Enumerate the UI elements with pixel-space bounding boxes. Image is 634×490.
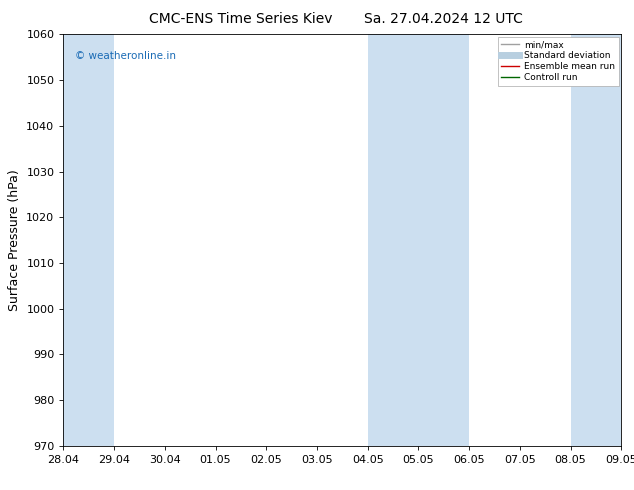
Bar	[571, 34, 634, 446]
Bar	[418, 34, 469, 446]
Bar	[63, 34, 114, 446]
Bar	[368, 34, 418, 446]
Text: Sa. 27.04.2024 12 UTC: Sa. 27.04.2024 12 UTC	[365, 12, 523, 26]
Text: CMC-ENS Time Series Kiev: CMC-ENS Time Series Kiev	[149, 12, 333, 26]
Legend: min/max, Standard deviation, Ensemble mean run, Controll run: min/max, Standard deviation, Ensemble me…	[498, 37, 619, 86]
Text: © weatheronline.in: © weatheronline.in	[75, 51, 176, 61]
Y-axis label: Surface Pressure (hPa): Surface Pressure (hPa)	[8, 169, 21, 311]
